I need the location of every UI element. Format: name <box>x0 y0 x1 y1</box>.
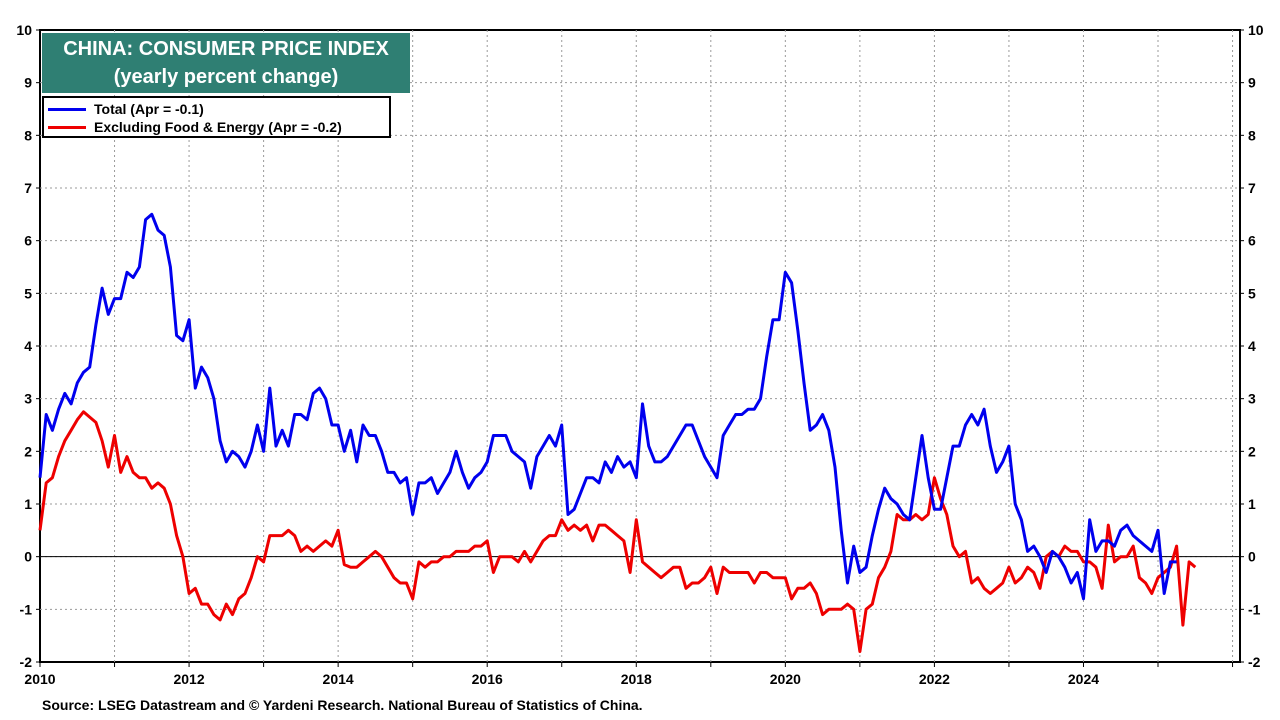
series-layer <box>38 212 1197 653</box>
chart-subtitle: (yearly percent change) <box>113 66 339 88</box>
x-tick-label: 2018 <box>621 671 652 687</box>
chart-title-box: CHINA: CONSUMER PRICE INDEX (yearly perc… <box>42 33 410 93</box>
chart-title: CHINA: CONSUMER PRICE INDEX <box>63 38 389 60</box>
left-tick-label: 9 <box>24 75 32 91</box>
legend-swatch-total <box>48 107 86 111</box>
x-tick-label: 2020 <box>770 671 801 687</box>
right-tick-label: 9 <box>1248 75 1256 91</box>
right-tick-label: -1 <box>1248 601 1261 617</box>
right-tick-label: 0 <box>1248 549 1256 565</box>
legend-swatch-core <box>48 125 86 129</box>
legend-item-total: Total (Apr = -0.1) <box>48 100 204 118</box>
right-tick-label: 2 <box>1248 443 1256 459</box>
left-tick-label: 7 <box>24 180 32 196</box>
series-line-core <box>38 410 1197 653</box>
left-tick-label: 10 <box>16 22 32 38</box>
left-tick-label: -2 <box>20 654 33 670</box>
series-line-total <box>38 212 1177 601</box>
left-tick-label: 3 <box>24 391 32 407</box>
left-tick-label: 0 <box>24 549 32 565</box>
x-tick-label: 2010 <box>24 671 55 687</box>
right-tick-label: -2 <box>1248 654 1261 670</box>
left-tick-label: 2 <box>24 443 32 459</box>
right-tick-label: 4 <box>1248 338 1256 354</box>
legend-label-core: Excluding Food & Energy (Apr = -0.2) <box>94 119 342 135</box>
right-tick-label: 1 <box>1248 496 1256 512</box>
left-tick-label: 8 <box>24 127 32 143</box>
legend-item-core: Excluding Food & Energy (Apr = -0.2) <box>48 118 342 136</box>
left-tick-label: 6 <box>24 233 32 249</box>
x-axis-ticks: 2010 2012 2014 2016 2018 2020 2022 2024 <box>24 662 1234 687</box>
right-tick-label: 8 <box>1248 127 1256 143</box>
left-tick-label: 4 <box>24 338 32 354</box>
right-tick-label: 10 <box>1248 22 1264 38</box>
x-tick-label: 2012 <box>173 671 204 687</box>
x-tick-label: 2022 <box>919 671 950 687</box>
left-tick-label: 1 <box>24 496 32 512</box>
right-y-axis-ticks: -2 -1 0 1 2 3 4 5 6 7 8 9 10 <box>1240 22 1264 670</box>
x-tick-label: 2024 <box>1068 671 1099 687</box>
left-tick-label: -1 <box>20 601 33 617</box>
right-tick-label: 7 <box>1248 180 1256 196</box>
left-tick-label: 5 <box>24 285 32 301</box>
legend-label-total: Total (Apr = -0.1) <box>94 101 204 117</box>
legend: Total (Apr = -0.1) Excluding Food & Ener… <box>42 96 391 138</box>
source-note: Source: LSEG Datastream and © Yardeni Re… <box>42 697 643 713</box>
right-tick-label: 6 <box>1248 233 1256 249</box>
right-tick-label: 5 <box>1248 285 1256 301</box>
left-y-axis-ticks: -2 -1 0 1 2 3 4 5 6 7 8 9 10 <box>16 22 40 670</box>
right-tick-label: 3 <box>1248 391 1256 407</box>
x-tick-label: 2014 <box>323 671 354 687</box>
x-tick-label: 2016 <box>472 671 503 687</box>
